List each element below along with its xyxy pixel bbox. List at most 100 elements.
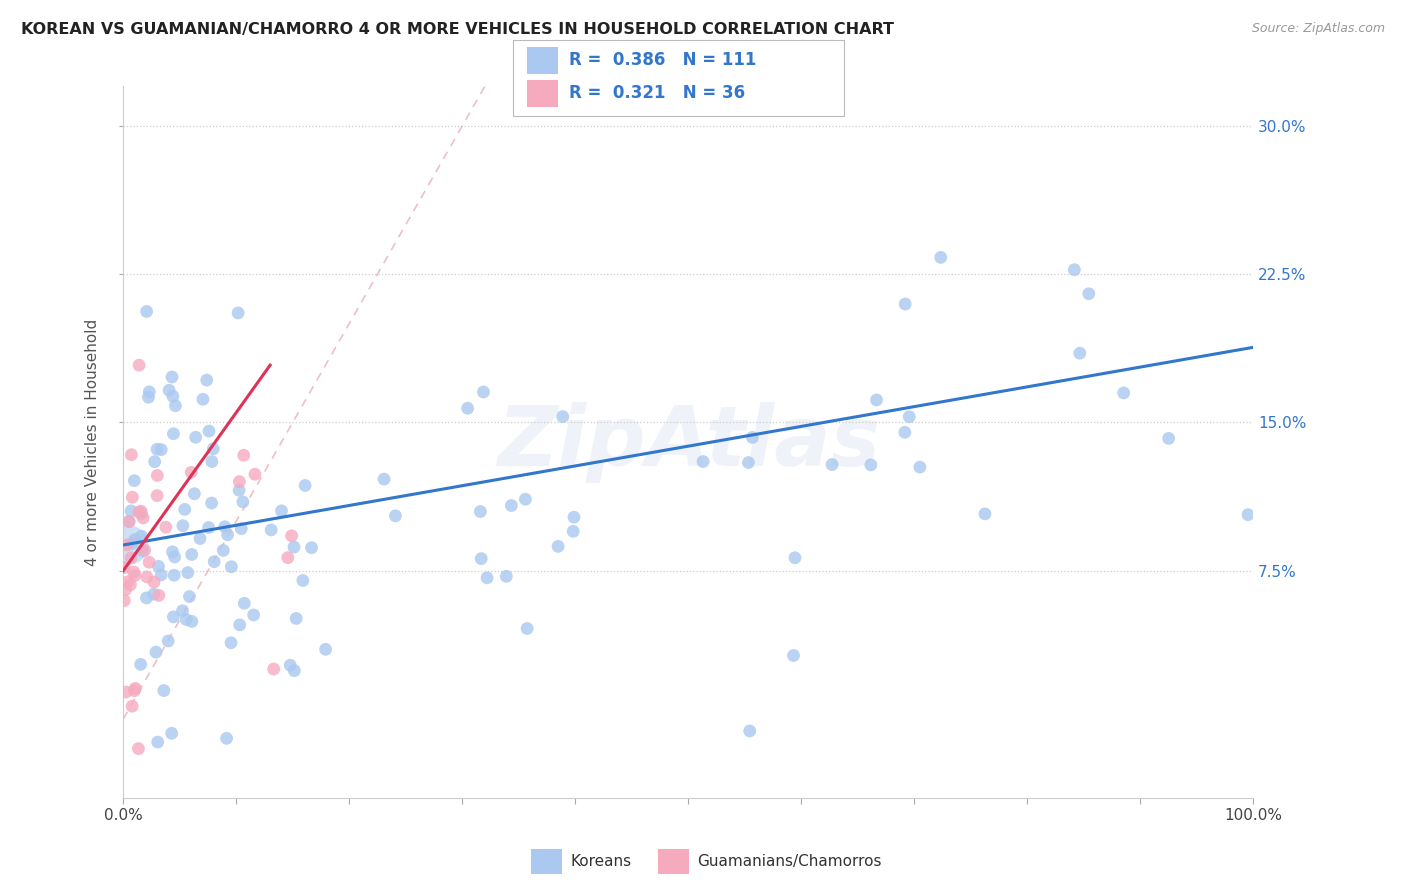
Point xyxy=(148,559,170,574)
Point xyxy=(138,384,160,399)
Point xyxy=(131,507,153,521)
Point xyxy=(1112,385,1135,400)
Point xyxy=(551,409,574,424)
Point xyxy=(183,487,205,501)
Point xyxy=(562,524,585,539)
Point xyxy=(177,566,200,580)
Point xyxy=(172,604,194,618)
Point xyxy=(191,392,214,407)
Point xyxy=(124,683,146,698)
Point xyxy=(294,478,316,492)
Text: KOREAN VS GUAMANIAN/CHAMORRO 4 OR MORE VEHICLES IN HOUSEHOLD CORRELATION CHART: KOREAN VS GUAMANIAN/CHAMORRO 4 OR MORE V… xyxy=(21,22,894,37)
Point xyxy=(384,508,406,523)
Point xyxy=(1077,286,1099,301)
Point xyxy=(148,588,170,602)
Point xyxy=(138,555,160,569)
Point xyxy=(153,683,176,698)
Point xyxy=(283,540,305,554)
Point xyxy=(162,545,184,559)
Point xyxy=(121,699,143,714)
Point xyxy=(228,475,250,489)
Point xyxy=(783,550,806,565)
Point xyxy=(160,370,183,384)
Point xyxy=(120,448,142,462)
Point xyxy=(146,442,169,457)
Point xyxy=(232,448,254,462)
Point xyxy=(470,551,492,566)
Point xyxy=(172,518,194,533)
Point xyxy=(231,522,253,536)
Point xyxy=(1237,508,1260,522)
Point xyxy=(118,514,141,528)
Point xyxy=(174,612,197,626)
Point xyxy=(516,622,538,636)
Text: Source: ZipAtlas.com: Source: ZipAtlas.com xyxy=(1251,22,1385,36)
Point xyxy=(145,645,167,659)
Point xyxy=(127,741,149,756)
Point xyxy=(201,454,224,468)
Point xyxy=(128,358,150,372)
Point xyxy=(547,540,569,554)
Point xyxy=(124,533,146,547)
Point xyxy=(135,570,157,584)
Point xyxy=(122,565,145,579)
Text: R =  0.321   N = 36: R = 0.321 N = 36 xyxy=(569,84,745,102)
Point xyxy=(283,664,305,678)
Point xyxy=(692,454,714,468)
Point xyxy=(115,685,138,699)
Point xyxy=(143,455,166,469)
Point xyxy=(898,409,921,424)
Point xyxy=(291,574,314,588)
Point xyxy=(285,611,308,625)
Point xyxy=(157,384,180,398)
Point xyxy=(135,591,157,605)
Point xyxy=(129,657,152,672)
Point xyxy=(143,575,166,590)
Point xyxy=(179,590,201,604)
Y-axis label: 4 or more Vehicles in Household: 4 or more Vehicles in Household xyxy=(86,318,100,566)
Point xyxy=(135,304,157,318)
Point xyxy=(132,544,155,558)
Point xyxy=(214,520,236,534)
Text: ZipAtlas: ZipAtlas xyxy=(496,401,880,483)
Point xyxy=(124,474,146,488)
Point xyxy=(138,390,160,404)
Point xyxy=(929,251,952,265)
Point xyxy=(201,496,224,510)
Text: Koreans: Koreans xyxy=(571,855,631,869)
Point xyxy=(908,460,931,475)
Point xyxy=(280,529,302,543)
Point xyxy=(229,618,252,632)
Point xyxy=(112,560,135,574)
Point xyxy=(301,541,323,555)
Point xyxy=(865,392,887,407)
Point xyxy=(118,515,141,529)
Point xyxy=(212,543,235,558)
Point xyxy=(495,569,517,583)
Point xyxy=(198,424,221,438)
Point xyxy=(475,571,498,585)
Point xyxy=(121,536,143,550)
Point xyxy=(263,662,285,676)
Point xyxy=(117,574,139,589)
Point xyxy=(124,681,146,696)
Point xyxy=(118,538,141,552)
Point xyxy=(974,507,997,521)
Point xyxy=(124,568,146,582)
Point xyxy=(737,456,759,470)
Point xyxy=(202,555,225,569)
Point xyxy=(150,442,173,457)
Point xyxy=(1157,431,1180,445)
Point xyxy=(894,425,917,440)
Point xyxy=(243,467,266,482)
Point xyxy=(195,373,218,387)
Point xyxy=(859,458,882,472)
Point xyxy=(120,578,142,592)
Point xyxy=(146,489,169,503)
Point xyxy=(184,430,207,444)
Point xyxy=(215,731,238,746)
Point xyxy=(162,426,184,441)
Point xyxy=(157,634,180,648)
Point xyxy=(515,492,537,507)
Point xyxy=(315,642,337,657)
